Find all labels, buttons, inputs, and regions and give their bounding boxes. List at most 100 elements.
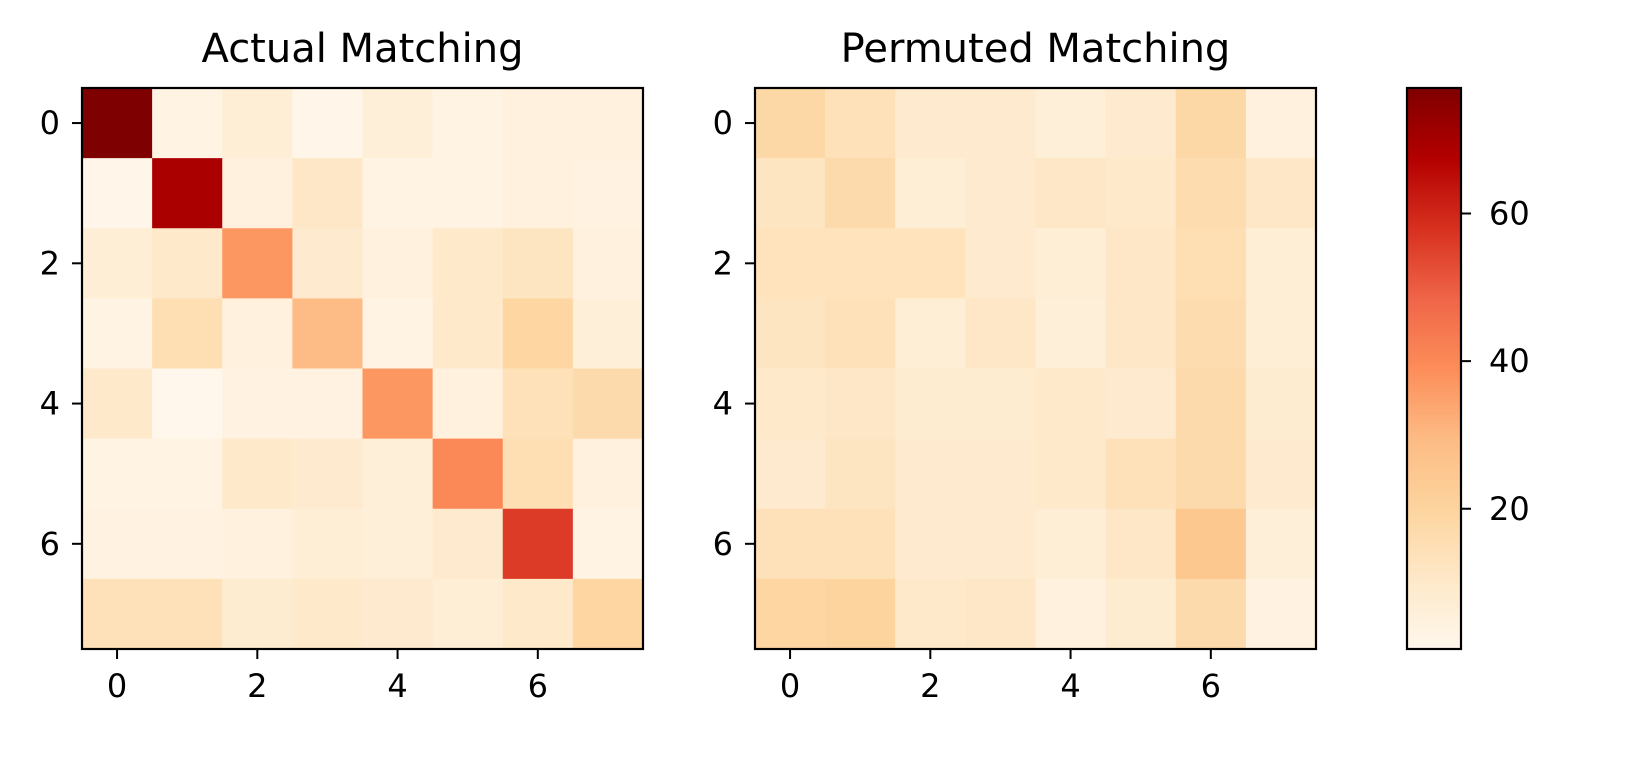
- heatmap-cell-actual-r1-c6: [502, 158, 574, 229]
- heatmap-cell-permuted-r2-c7: [1245, 228, 1317, 299]
- heatmap-cell-actual-r7-c2: [222, 578, 293, 650]
- heatmap-cell-permuted-r4-c1: [825, 368, 896, 440]
- heatmap-cell-permuted-r6-c7: [1245, 508, 1317, 580]
- heatmap-cell-permuted-r0-c7: [1245, 88, 1317, 159]
- heatmap-cell-actual-r4-c3: [292, 368, 364, 440]
- heatmap-cell-actual-r0-c3: [292, 88, 364, 159]
- heatmap-cell-actual-r6-c6: [502, 508, 574, 580]
- heatmap-cell-actual-r5-c2: [222, 438, 293, 510]
- heatmap-cell-actual-r4-c7: [572, 368, 644, 440]
- chart-title-actual: Actual Matching: [202, 26, 524, 72]
- heatmap-cell-actual-r5-c7: [572, 438, 644, 510]
- heatmap-cell-actual-r1-c3: [292, 158, 364, 229]
- heatmap-cell-actual-r1-c5: [432, 158, 504, 229]
- heatmap-cell-actual-r0-c0: [82, 88, 153, 159]
- heatmap-cell-permuted-r6-c3: [965, 508, 1037, 580]
- heatmap-cell-permuted-r2-c5: [1105, 228, 1177, 299]
- heatmap-cell-actual-r0-c5: [432, 88, 504, 159]
- x-tick-label-actual-2: 2: [247, 667, 267, 705]
- heatmap-cell-permuted-r3-c4: [1035, 298, 1107, 370]
- colorbar-tick-label-60: 60: [1489, 194, 1530, 232]
- y-tick-label-permuted-0: 0: [713, 104, 733, 142]
- heatmap-cell-actual-r0-c2: [222, 88, 293, 159]
- heatmap-cell-permuted-r2-c4: [1035, 228, 1107, 299]
- colorbar-gradient: [1405, 86, 1463, 651]
- heatmap-cell-actual-r6-c5: [432, 508, 504, 580]
- heatmap-cell-permuted-r6-c0: [755, 508, 826, 580]
- y-tick-label-actual-0: 0: [40, 104, 60, 142]
- heatmap-cell-actual-r7-c4: [362, 578, 434, 650]
- x-tick-label-permuted-0: 0: [780, 667, 800, 705]
- heatmap-cell-permuted-r0-c2: [895, 88, 966, 159]
- colorbar-tick-label-40: 40: [1489, 342, 1530, 380]
- heatmap-cell-permuted-r5-c3: [965, 438, 1037, 510]
- plot-frame-actual: [80, 86, 645, 651]
- heatmap-cell-permuted-r4-c2: [895, 368, 966, 440]
- heatmap-cell-permuted-r4-c7: [1245, 368, 1317, 440]
- heatmap-cell-permuted-r4-c0: [755, 368, 826, 440]
- heatmap-cell-actual-r7-c5: [432, 578, 504, 650]
- heatmap-cell-permuted-r3-c7: [1245, 298, 1317, 370]
- heatmap-cell-actual-r2-c5: [432, 228, 504, 299]
- heatmap-cell-permuted-r4-c4: [1035, 368, 1107, 440]
- x-tick-label-permuted-4: 4: [1060, 667, 1080, 705]
- heatmap-cell-permuted-r1-c6: [1175, 158, 1247, 229]
- heatmap-cell-actual-r1-c2: [222, 158, 293, 229]
- x-tick-label-actual-6: 6: [528, 667, 548, 705]
- heatmap-cell-permuted-r4-c5: [1105, 368, 1177, 440]
- heatmap-cell-permuted-r0-c0: [755, 88, 826, 159]
- plot-frame-permuted: [753, 86, 1318, 651]
- heatmap-cell-permuted-r7-c2: [895, 578, 966, 650]
- heatmap-cell-permuted-r6-c5: [1105, 508, 1177, 580]
- heatmap-cell-actual-r0-c1: [152, 88, 223, 159]
- heatmap-cell-permuted-r7-c6: [1175, 578, 1247, 650]
- heatmap-cell-actual-r3-c3: [292, 298, 364, 370]
- heatmap-cell-permuted-r0-c5: [1105, 88, 1177, 159]
- heatmap-cell-permuted-r1-c3: [965, 158, 1037, 229]
- heatmap-cell-actual-r7-c3: [292, 578, 364, 650]
- heatmap-cell-actual-r5-c4: [362, 438, 434, 510]
- heatmap-cell-permuted-r2-c0: [755, 228, 826, 299]
- heatmap-cell-actual-r3-c1: [152, 298, 223, 370]
- heatmap-actual-matching: Actual Matching 0 2 4 6 0 2 4 6: [40, 26, 645, 705]
- heatmap-cell-actual-r5-c3: [292, 438, 364, 510]
- heatmap-cell-permuted-r1-c4: [1035, 158, 1107, 229]
- heatmap-cell-actual-r7-c6: [502, 578, 574, 650]
- heatmap-cell-actual-r4-c0: [82, 368, 153, 440]
- x-tick-label-actual-0: 0: [107, 667, 127, 705]
- heatmap-cell-permuted-r3-c5: [1105, 298, 1177, 370]
- heatmap-cell-permuted-r7-c5: [1105, 578, 1177, 650]
- heatmap-cell-actual-r2-c3: [292, 228, 364, 299]
- y-tick-label-actual-6: 6: [40, 525, 60, 563]
- colorbar: 20 40 60: [1405, 86, 1530, 651]
- heatmap-cell-permuted-r0-c3: [965, 88, 1037, 159]
- heatmap-cell-permuted-r5-c2: [895, 438, 966, 510]
- heatmap-cell-permuted-r1-c2: [895, 158, 966, 229]
- heatmap-cell-actual-r3-c4: [362, 298, 434, 370]
- heatmap-cell-actual-r2-c6: [502, 228, 574, 299]
- heatmap-cell-permuted-r4-c6: [1175, 368, 1247, 440]
- heatmap-cell-actual-r1-c7: [572, 158, 644, 229]
- heatmap-cell-permuted-r2-c6: [1175, 228, 1247, 299]
- heatmap-cell-actual-r7-c7: [572, 578, 644, 650]
- heatmap-cell-permuted-r3-c6: [1175, 298, 1247, 370]
- heatmap-cell-permuted-r6-c6: [1175, 508, 1247, 580]
- heatmap-cell-actual-r6-c1: [152, 508, 223, 580]
- heatmap-cell-actual-r7-c0: [82, 578, 153, 650]
- heatmap-cell-actual-r5-c0: [82, 438, 153, 510]
- x-tick-label-permuted-2: 2: [920, 667, 940, 705]
- heatmap-cell-actual-r0-c6: [502, 88, 574, 159]
- heatmap-cell-actual-r6-c4: [362, 508, 434, 580]
- heatmap-cell-actual-r3-c2: [222, 298, 293, 370]
- heatmap-cell-permuted-r6-c1: [825, 508, 896, 580]
- heatmap-cell-actual-r4-c2: [222, 368, 293, 440]
- heatmap-cell-permuted-r1-c0: [755, 158, 826, 229]
- heatmap-cell-actual-r3-c7: [572, 298, 644, 370]
- y-tick-label-permuted-4: 4: [713, 385, 733, 423]
- heatmap-cell-permuted-r2-c3: [965, 228, 1037, 299]
- heatmap-cell-actual-r2-c0: [82, 228, 153, 299]
- heatmap-cell-permuted-r2-c1: [825, 228, 896, 299]
- heatmap-cell-permuted-r7-c3: [965, 578, 1037, 650]
- heatmap-cell-actual-r1-c1: [152, 158, 223, 229]
